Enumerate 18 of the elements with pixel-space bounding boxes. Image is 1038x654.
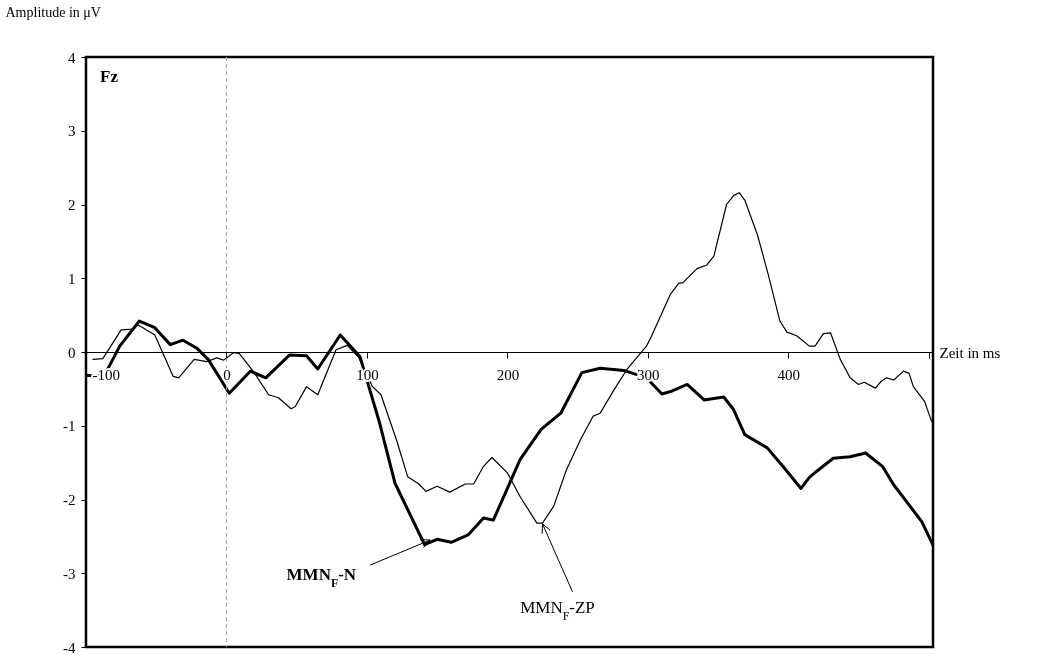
y-tick-label: -3 <box>63 565 76 582</box>
x-tick-label: 200 <box>496 366 520 383</box>
annotation: MMN$_{F}$-ZP <box>520 597 595 623</box>
y-tick-label: 3 <box>68 123 76 140</box>
x-tick-label: 400 <box>777 366 801 383</box>
y-tick-label: 4 <box>68 49 76 66</box>
y-tick-label: 1 <box>68 270 76 287</box>
x-tick-label: 300 <box>637 366 660 383</box>
y-tick-label: -1 <box>63 418 76 435</box>
y-axis-title: Amplitude in μV <box>5 4 101 20</box>
y-tick-label: 0 <box>68 344 76 361</box>
x-axis-title: Zeit in ms <box>939 344 1001 361</box>
x-tick-label: 0 <box>223 366 231 383</box>
annotation: MMN$_{F}$-N <box>286 565 357 591</box>
y-tick-label: -2 <box>63 492 76 508</box>
y-tick-label: 2 <box>68 197 76 213</box>
annotation: Fz <box>100 67 119 86</box>
y-tick-label: -4 <box>63 639 76 654</box>
